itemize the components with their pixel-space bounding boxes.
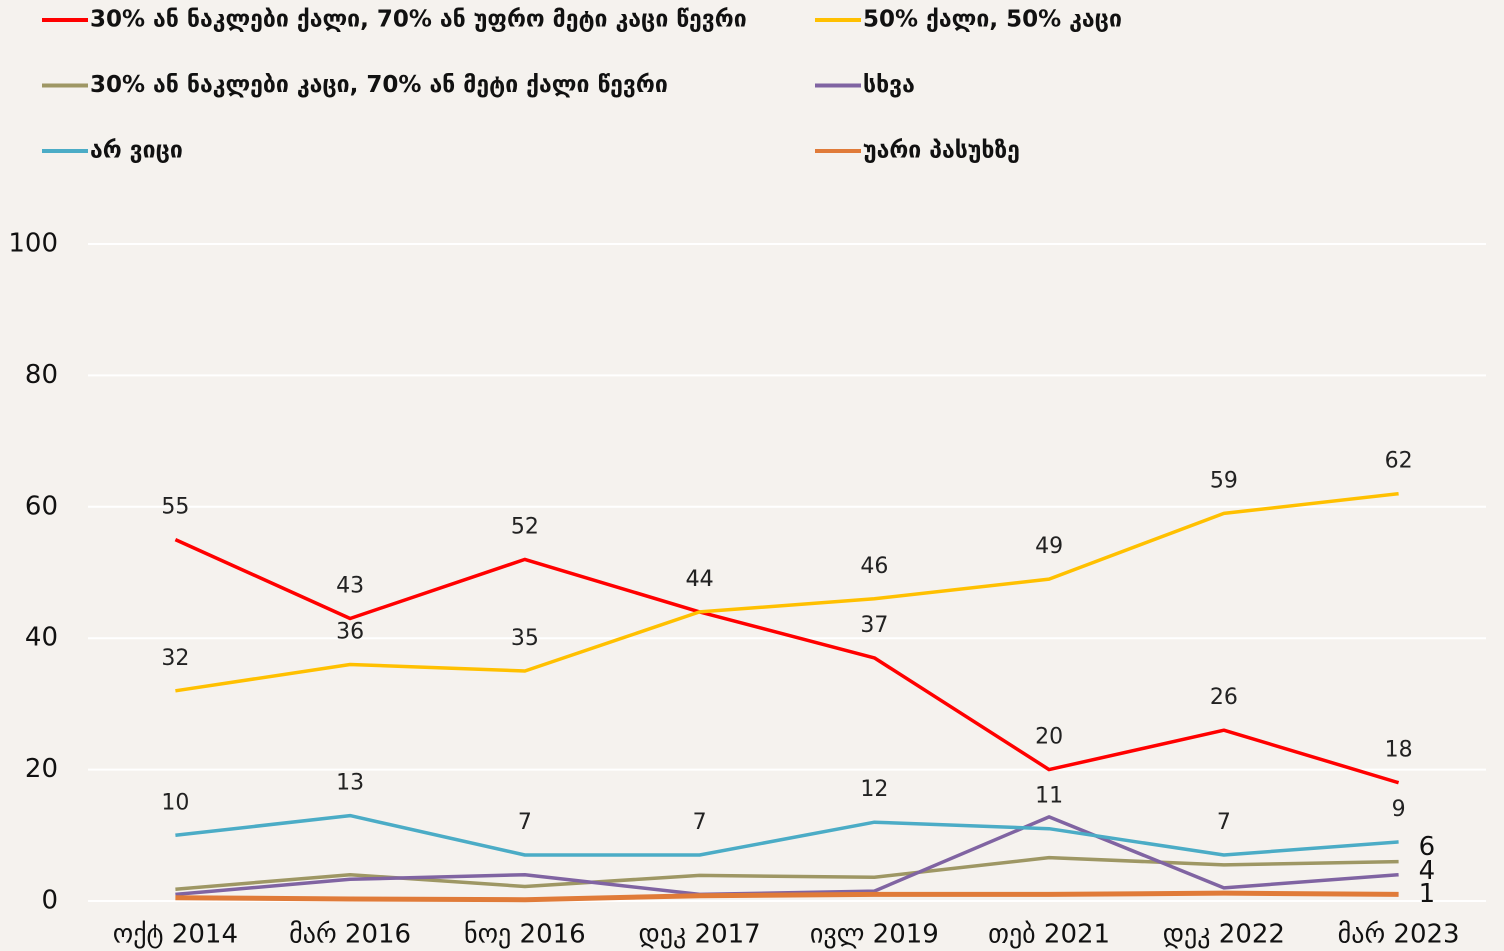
legend-label: 30% ან ნაკლები კაცი, 70% ან მეტი ქალი წე…	[90, 72, 668, 98]
legend-label: 30% ან ნაკლები ქალი, 70% ან უფრო მეტი კა…	[90, 7, 747, 33]
data-label: 4	[1419, 856, 1436, 886]
x-tick-label: ოქტ 2014	[113, 920, 238, 950]
x-tick-label: ივლ 2019	[810, 920, 939, 950]
series-line	[175, 813, 1399, 857]
series-line	[175, 815, 1399, 897]
data-label: 37	[860, 613, 888, 638]
data-label: 55	[161, 495, 189, 520]
y-tick-label: 80	[25, 360, 58, 390]
data-label: 10	[161, 790, 189, 815]
y-tick-label: 0	[41, 886, 58, 916]
data-label: 59	[1210, 468, 1238, 493]
series-line	[175, 491, 1399, 693]
x-tick-label: ნოე 2016	[464, 920, 586, 950]
x-tick-label: მარ 2016	[289, 920, 411, 950]
legend-label: არ ვიცი	[90, 138, 183, 164]
data-label: 7	[1217, 810, 1231, 835]
x-tick-label: დეკ 2017	[639, 920, 761, 950]
series-line	[175, 890, 1399, 903]
data-label: 46	[860, 554, 888, 579]
data-label: 36	[336, 619, 364, 644]
data-label: 20	[1035, 725, 1063, 750]
data-label: 6	[1419, 832, 1436, 862]
data-label: 32	[161, 646, 189, 671]
legend-label: უარი პასუხზე	[863, 138, 1020, 164]
data-label: 7	[518, 810, 532, 835]
data-label: 49	[1035, 534, 1063, 559]
data-label: 1	[1419, 879, 1436, 909]
x-tick-label: დეკ 2022	[1163, 920, 1285, 950]
data-label: 43	[336, 573, 364, 598]
data-label: 44	[686, 567, 714, 592]
data-label: 44	[686, 567, 714, 592]
data-label: 9	[1392, 797, 1406, 822]
y-tick-label: 100	[8, 229, 58, 259]
data-label: 62	[1385, 449, 1413, 474]
x-tick-label: თებ 2021	[988, 920, 1110, 950]
y-tick-label: 40	[25, 623, 58, 653]
data-label: 12	[860, 777, 888, 802]
data-label: 35	[511, 626, 539, 651]
x-tick-label: მარ 2023	[1338, 920, 1460, 950]
data-label: 7	[693, 810, 707, 835]
data-label: 52	[511, 514, 539, 539]
data-label: 13	[336, 771, 364, 796]
data-label: 26	[1210, 685, 1238, 710]
data-label: 18	[1385, 738, 1413, 763]
series-line	[175, 855, 1399, 891]
y-tick-label: 20	[25, 754, 58, 784]
legend-label: 50% ქალი, 50% კაცი	[863, 7, 1122, 33]
legend-label: სხვა	[863, 72, 915, 98]
series-line	[174, 538, 1400, 785]
data-label: 11	[1035, 784, 1063, 809]
y-tick-label: 60	[25, 491, 58, 521]
